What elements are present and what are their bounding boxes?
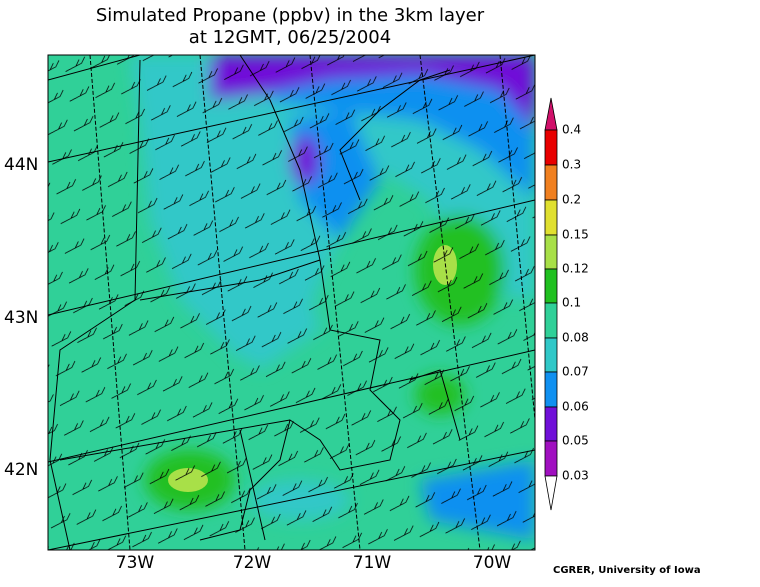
colorbar-label: 0.08 xyxy=(562,331,589,345)
colorbar-label: 0.05 xyxy=(562,434,589,448)
colorbar-label: 0.4 xyxy=(562,123,581,137)
lat-label: 44N xyxy=(4,155,38,175)
map-frame xyxy=(47,54,536,551)
map xyxy=(48,55,535,550)
title-line: Simulated Propane (ppbv) in the 3km laye… xyxy=(96,5,485,26)
lon-label: 73W xyxy=(116,553,155,573)
colorbar-label: 0.12 xyxy=(562,262,589,276)
colorbar-label: 0.03 xyxy=(562,469,589,483)
lat-label: 43N xyxy=(4,308,38,328)
lon-label: 70W xyxy=(473,553,512,573)
colorbar-label: 0.06 xyxy=(562,400,589,414)
title-line: at 12GMT, 06/25/2004 xyxy=(189,27,391,48)
lat-label: 42N xyxy=(4,460,38,480)
colorbar xyxy=(544,97,558,511)
colorbar-label: 0.2 xyxy=(562,193,581,207)
colorbar-label: 0.15 xyxy=(562,228,589,242)
colorbar-label: 0.1 xyxy=(562,296,581,310)
colorbar-label: 0.07 xyxy=(562,365,589,379)
colorbar-labels: 0.4 0.3 0.2 0.15 0.12 0.1 0.08 0.07 0.06… xyxy=(562,123,589,483)
lon-label: 72W xyxy=(233,553,272,573)
colorbar-label: 0.3 xyxy=(562,158,581,172)
lon-label: 71W xyxy=(353,553,392,573)
credit: CGRER, University of Iowa xyxy=(553,565,701,576)
